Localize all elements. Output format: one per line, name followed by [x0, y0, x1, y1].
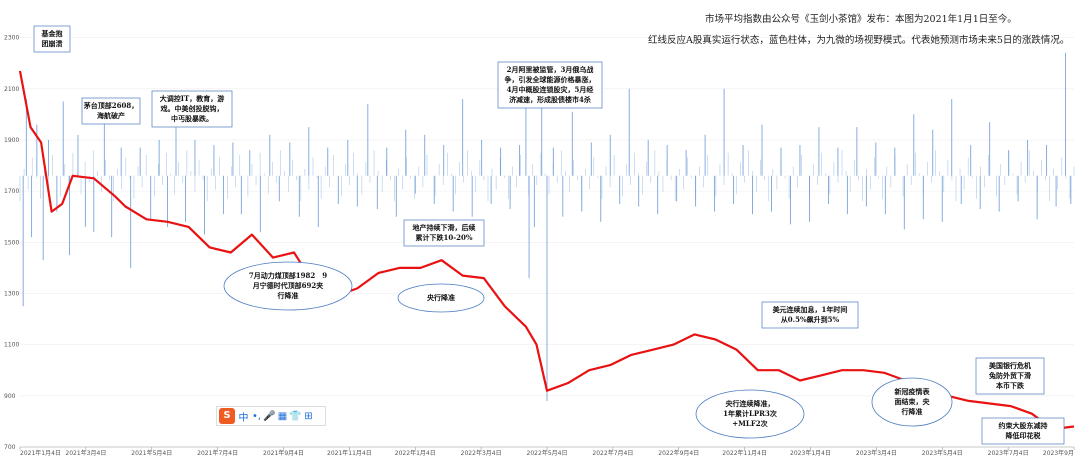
x-tick-label: 2022年1月4日: [395, 449, 436, 457]
annotation-text: 本币下跌: [995, 381, 1025, 390]
annotation-text: 行降准: [277, 291, 299, 300]
annotation-text: 央行降准: [427, 293, 455, 302]
ime-skin-icon[interactable]: 👕: [289, 410, 302, 422]
x-tick-label: 2023年3月4日: [856, 449, 897, 457]
x-tick-label: 2022年3月4日: [461, 449, 502, 457]
subtitle-line: 红线反应A股真实运行状态，蓝色柱体，为九微的场视野模式。代表她预测市场未来5日的…: [648, 34, 1069, 46]
annotation-text: 累计下跌10-20%: [415, 233, 472, 242]
annotation-text: 济减速，形成股债楼市4杀: [509, 95, 591, 104]
annotation-box: [33, 25, 71, 53]
x-tick-label: 2021年5月4日: [131, 449, 172, 457]
annotation-text: 新冠疫情表: [895, 387, 931, 396]
annotation-text: 基金抱: [41, 29, 63, 38]
annotation-text: 地产持续下滑，后续: [413, 223, 476, 232]
annotation-text: +MLF2次: [732, 419, 767, 428]
ime-microphone-icon[interactable]: 🎤: [263, 410, 276, 422]
ime-keyboard-icon[interactable]: ▦: [277, 410, 288, 422]
annotation-text: 降低印花税: [1006, 431, 1041, 440]
annotation-text: 4月中概股连锁股灾，5月经: [507, 85, 594, 94]
x-tick-label: 2023年1月4日: [790, 449, 831, 457]
annotation-text: 团崩溃: [42, 39, 63, 48]
annotation-box: [497, 61, 603, 109]
y-axis: 700 900 1100 1300 1500 1700 1900 2100 2300: [4, 35, 19, 451]
y-tick-label: 1500: [4, 239, 19, 246]
x-axis: 2021年1月4日 2021年3月4日 2021年5月4日 2021年7月4日 2021…: [19, 447, 1075, 457]
bar-series: [19, 52, 1075, 401]
annotation-bubble: [695, 389, 805, 439]
annotation-text: 戏。中美创投脱钩，: [160, 104, 224, 113]
y-tick-label: 700: [4, 444, 16, 451]
annotation-bubble: [871, 377, 953, 427]
y-tick-label: 2300: [4, 35, 19, 42]
annotation-text: 约束大股东减持: [999, 421, 1048, 430]
annotation-text: 央行连续降准，: [726, 399, 775, 408]
subtitle-line: 市场平均指数由公众号《玉剑小茶馆》发布：本图为2021年1月1日至今。: [705, 13, 1017, 25]
y-tick-label: 1100: [4, 342, 19, 349]
x-tick-label: 2022年11月4日: [722, 449, 767, 457]
annotation-text: 兔防外贸下滑: [988, 371, 1031, 380]
annotation-text: 面结束，央: [895, 397, 931, 406]
x-tick-label: 2022年5月4日: [527, 449, 568, 457]
ime-punctuation-icon[interactable]: •,: [251, 410, 262, 422]
x-tick-label: 2021年3月4日: [65, 449, 106, 457]
x-tick-label: 2023年5月4日: [922, 449, 963, 457]
annotation-text: 美国银行危机: [989, 361, 1031, 370]
annotation-text: 茅台顶部2608，: [83, 101, 138, 110]
ime-logo-icon[interactable]: S: [219, 408, 235, 424]
subtitle: 市场平均指数由公众号《玉剑小茶馆》发布：本图为2021年1月1日至今。红线反应A…: [648, 13, 1069, 46]
index-line: [18, 70, 1075, 431]
ime-chinese-mode-icon[interactable]: 中: [238, 412, 249, 424]
annotation-text: 海航破产: [97, 111, 125, 120]
annotation-box: [975, 357, 1045, 395]
x-tick-label: 2021年1月4日: [20, 449, 61, 457]
annotation-text: 美元连续加息，1年时间: [773, 305, 848, 314]
x-tick-label: 2022年9月4日: [658, 449, 699, 457]
x-tick-label: 2023年7月4日: [988, 449, 1029, 457]
annotation-bubble: [223, 261, 353, 311]
x-tick-label: 2022年7月4日: [592, 449, 633, 457]
annotation-box: [151, 90, 233, 128]
annotation-text: 1年累计LPR3次: [723, 409, 777, 418]
annotation-box: [761, 301, 859, 329]
annotation-text: 7月动力煤顶部1982 9: [249, 271, 327, 280]
y-tick-label: 900: [4, 393, 16, 400]
annotation-box: [403, 219, 485, 247]
x-tick-label: 2021年11月4日: [327, 449, 372, 457]
annotation-bubble: [397, 283, 485, 313]
y-tick-label: 1300: [4, 290, 19, 297]
annotation-box: [81, 97, 141, 125]
x-tick-label: 2021年7月4日: [197, 449, 238, 457]
ime-toolbar[interactable]: S 中 •, 🎤 ▦ 👕 ⊞: [216, 406, 326, 426]
annotation-text: 2月阿里被监管，3月俄乌战: [507, 65, 594, 74]
x-tick-label: 2021年9月4日: [263, 449, 304, 457]
annotation-text: 从0.5%飙升到5%: [781, 315, 840, 324]
annotation-box: [981, 417, 1065, 445]
ime-toolbox-icon[interactable]: ⊞: [304, 410, 313, 422]
annotation-text: 争，引发全球能源价格暴涨，: [505, 75, 596, 84]
y-tick-label: 1700: [4, 188, 19, 195]
x-tick-label: 2023年9月: [1043, 449, 1074, 457]
y-tick-label: 2100: [4, 86, 19, 93]
annotation-text: 大调控IT，教育，游: [160, 94, 224, 103]
annotation-text: 行降准: [901, 407, 923, 416]
annotation-text: 中丐股暴跌。: [171, 114, 213, 123]
annotation-text: 月宁德时代顶部692夹: [252, 281, 324, 290]
y-tick-label: 1900: [4, 137, 19, 144]
